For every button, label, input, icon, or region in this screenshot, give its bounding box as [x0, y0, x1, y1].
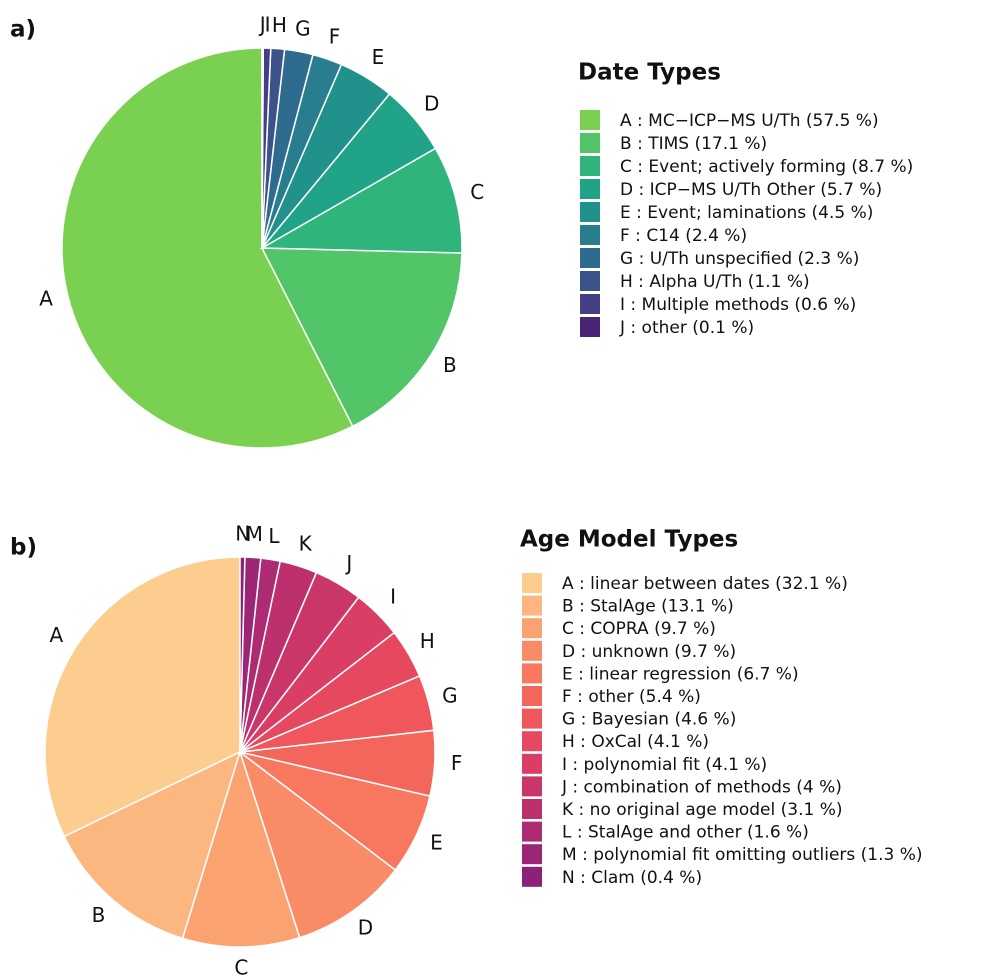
panel-label: a)	[10, 17, 36, 43]
legend-label: B : StalAge (13.1 %)	[562, 597, 734, 617]
slice-label: K	[299, 532, 313, 556]
legend-label: A : MC−ICP−MS U/Th (57.5 %)	[620, 111, 879, 131]
slice-label: E	[372, 45, 385, 69]
legend-label: E : Event; laminations (4.5 %)	[620, 203, 873, 223]
legend-label: E : linear regression (6.7 %)	[562, 664, 799, 684]
slice-label: B	[443, 353, 457, 377]
legend-swatch	[580, 248, 600, 268]
legend-swatch	[580, 317, 600, 337]
legend-swatch	[580, 225, 600, 245]
slice-label: D	[424, 91, 439, 115]
legend-label: F : other (5.4 %)	[562, 687, 701, 707]
legend-swatch	[522, 731, 542, 752]
legend-swatch	[522, 753, 542, 774]
pie-slice	[261, 47, 265, 249]
slice-label: F	[451, 751, 463, 775]
slice-label: M	[246, 522, 263, 546]
legend-swatch	[580, 156, 600, 176]
legend-swatch	[522, 821, 542, 842]
slice-label: N	[235, 522, 250, 546]
legend-swatch	[580, 202, 600, 222]
pie-slice	[44, 556, 241, 838]
panel-label: b)	[10, 535, 37, 561]
pie-slice	[259, 147, 463, 254]
slice-label: C	[234, 955, 248, 977]
legend-swatch	[522, 844, 542, 865]
legend-swatch	[522, 776, 542, 797]
legend-label: G : U/Th unspecified (2.3 %)	[620, 249, 859, 269]
pie-slice	[238, 749, 397, 939]
legend-label: F : C14 (2.4 %)	[620, 226, 747, 246]
slice-label: I	[265, 13, 271, 37]
legend-title: Age Model Types	[520, 527, 738, 553]
slice-label: H	[272, 13, 287, 37]
slice-label: G	[295, 16, 311, 40]
slice-label: L	[268, 524, 280, 548]
legend-swatch	[580, 110, 600, 130]
legend-label: G : Bayesian (4.6 %)	[562, 710, 736, 730]
legend-swatch	[580, 133, 600, 153]
pie-slice	[63, 750, 242, 940]
pie-slice	[181, 749, 301, 948]
pie-slice	[260, 247, 463, 428]
legend-label: I : polynomial fit (4.1 %)	[562, 755, 767, 775]
legend-swatch	[522, 686, 542, 706]
slice-label: A	[39, 286, 53, 310]
legend-label: I : Multiple methods (0.6 %)	[620, 295, 856, 315]
legend-label: C : COPRA (9.7 %)	[562, 619, 716, 639]
slice-label: I	[390, 585, 396, 609]
legend-title: Date Types	[578, 60, 721, 86]
legend-swatch	[522, 663, 542, 684]
slice-label: A	[49, 623, 63, 647]
legend-swatch	[580, 294, 600, 314]
legend-label: M : polynomial fit omitting outliers (1.…	[562, 845, 923, 865]
legend-swatch	[522, 595, 542, 616]
slice-label: F	[329, 25, 341, 49]
slice-label: H	[420, 629, 435, 653]
slice-label: E	[430, 831, 443, 855]
legend-label: B : TIMS (17.1 %)	[620, 134, 767, 154]
legend-swatch	[522, 708, 542, 729]
pie-slice	[61, 47, 354, 449]
slice-label: B	[92, 903, 106, 927]
slice-label: C	[470, 180, 484, 204]
legend-label: D : ICP−MS U/Th Other (5.7 %)	[620, 180, 882, 200]
legend-swatch	[580, 179, 600, 199]
legend-label: K : no original age model (3.1 %)	[562, 800, 842, 820]
slice-label: J	[258, 13, 266, 37]
legend-label: H : OxCal (4.1 %)	[562, 732, 709, 752]
legend-label: L : StalAge and other (1.6 %)	[562, 823, 809, 843]
legend-swatch	[522, 640, 542, 661]
pie-slice	[239, 556, 246, 753]
legend-label: C : Event; actively forming (8.7 %)	[620, 157, 913, 177]
legend-label: H : Alpha U/Th (1.1 %)	[620, 272, 810, 292]
slice-label: D	[358, 916, 373, 940]
legend-label: N : Clam (0.4 %)	[562, 868, 702, 888]
legend-swatch	[522, 618, 542, 639]
legend-label: J : other (0.1 %)	[619, 318, 754, 338]
legend-label: D : unknown (9.7 %)	[562, 642, 736, 662]
legend-label: J : combination of methods (4 %)	[561, 777, 842, 797]
legend-swatch	[522, 573, 542, 593]
legend-swatch	[522, 866, 542, 887]
slice-label: G	[442, 683, 458, 707]
slice-label: J	[344, 551, 352, 575]
legend-swatch	[522, 799, 542, 819]
legend-label: A : linear between dates (32.1 %)	[562, 574, 848, 594]
legend-swatch	[580, 271, 600, 291]
